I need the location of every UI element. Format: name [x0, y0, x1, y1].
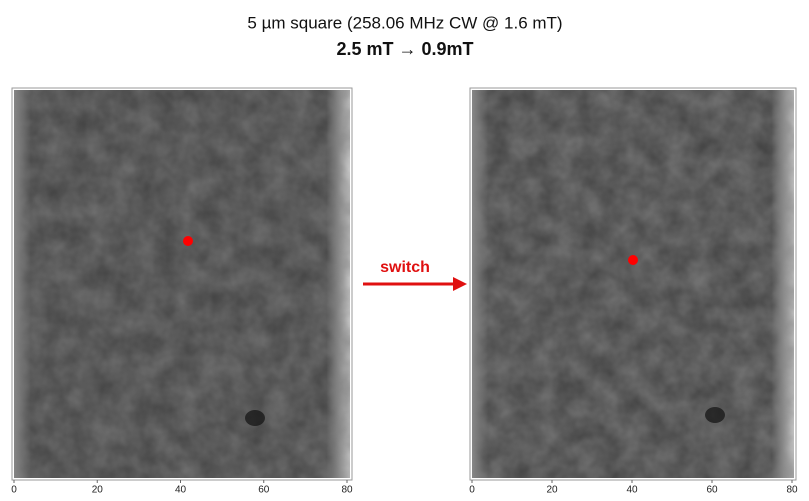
x-tick-label: 0 — [11, 485, 17, 496]
marker-dot — [183, 236, 193, 246]
panel-image — [11, 87, 353, 481]
title: 5 µm square (258.06 MHz CW @ 1.6 mT) — [247, 13, 562, 32]
subtitle: 2.5 mT → 0.9mT — [336, 39, 473, 59]
x-tick-label: 40 — [626, 485, 638, 496]
x-tick-label: 20 — [546, 485, 558, 496]
x-tick-label: 80 — [341, 485, 353, 496]
x-tick-label: 80 — [786, 485, 798, 496]
x-tick-label: 60 — [258, 485, 270, 496]
marker-dot — [628, 255, 638, 265]
arrow-label: switch — [380, 259, 430, 276]
arrow-head — [453, 277, 467, 291]
x-tick-label: 0 — [469, 485, 475, 496]
x-tick-label: 60 — [706, 485, 718, 496]
panel-image — [469, 87, 797, 481]
x-tick-label: 20 — [92, 485, 104, 496]
x-tick-label: 40 — [175, 485, 187, 496]
